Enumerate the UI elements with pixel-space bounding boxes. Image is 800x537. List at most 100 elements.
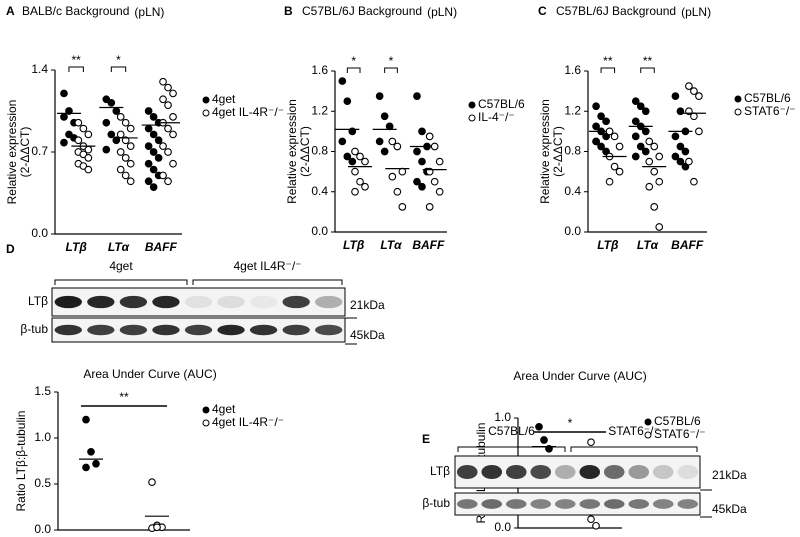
data-point — [121, 118, 130, 127]
data-point — [610, 162, 619, 171]
data-point — [631, 97, 640, 106]
y-tick-label: 1.6 — [564, 63, 581, 77]
x-tick-label: BAFF — [145, 240, 178, 254]
data-point — [398, 202, 407, 211]
group-bracket — [457, 446, 566, 452]
y-tick-label: 1.0 — [34, 430, 51, 444]
chart-subtitle: (pLN) — [427, 5, 457, 19]
legend-label: C57BL/6 — [744, 91, 791, 105]
chart-subtitle: (pLN) — [681, 5, 711, 19]
data-point — [74, 118, 83, 127]
significance-label: * — [568, 416, 573, 430]
blot-band — [87, 324, 115, 336]
blot-band — [677, 499, 699, 509]
data-point — [65, 107, 73, 115]
data-point — [695, 92, 703, 101]
x-tick-label: BAFF — [412, 238, 445, 252]
group-bracket — [54, 279, 188, 285]
group-label: 4get IL4R⁻/⁻ — [233, 259, 301, 273]
data-point — [348, 157, 357, 166]
data-point — [154, 136, 163, 145]
y-tick-label: 0.4 — [564, 184, 581, 198]
data-point — [126, 159, 135, 168]
y-tick-label: 1.5 — [34, 384, 51, 398]
y-tick-label: 0.8 — [564, 144, 581, 158]
data-point — [144, 107, 153, 115]
y-tick-label: 0.7 — [31, 144, 48, 158]
data-point — [107, 98, 116, 107]
group-bracket — [192, 279, 343, 285]
blot-band — [628, 464, 650, 480]
significance-bracket — [68, 66, 84, 72]
y-axis-label: Relative expression — [5, 100, 19, 205]
data-point — [144, 159, 153, 168]
data-point — [655, 177, 664, 186]
data-point — [375, 137, 384, 146]
data-point — [149, 130, 158, 139]
blot-band — [579, 464, 601, 480]
data-point — [375, 92, 384, 101]
data-point — [82, 463, 90, 472]
legend-marker — [644, 418, 652, 426]
data-point — [650, 142, 659, 151]
data-point — [84, 165, 93, 174]
x-tick-label: LTα — [380, 238, 402, 252]
data-point — [144, 177, 153, 186]
blot-band — [505, 464, 527, 480]
chart-title: BALB/c Background — [22, 4, 129, 18]
significance-label: ** — [71, 53, 81, 67]
size-label: 45kDa — [350, 328, 385, 342]
data-point — [121, 154, 130, 162]
data-point — [149, 148, 158, 156]
legend-marker — [734, 95, 742, 103]
blot-band — [54, 295, 82, 309]
data-point — [655, 152, 664, 161]
data-point — [425, 202, 434, 211]
legend-label: 4get IL-4R⁻/⁻ — [212, 415, 284, 429]
data-point — [435, 187, 444, 196]
legend-marker — [202, 96, 210, 104]
significance-label: * — [351, 54, 356, 68]
data-point — [351, 187, 359, 196]
blot-band — [217, 295, 245, 309]
data-point — [121, 171, 130, 180]
y-axis-label-2: (2-ΔΔCT) — [298, 126, 312, 177]
y-axis-label: Relative expression — [538, 99, 552, 204]
data-point — [587, 515, 595, 524]
blot-band — [481, 499, 503, 509]
legend-marker — [202, 109, 210, 117]
x-tick-label: LTα — [108, 240, 130, 254]
data-point — [602, 117, 610, 126]
panel-letter: C — [538, 4, 547, 18]
data-point — [631, 132, 640, 141]
data-point — [79, 124, 88, 133]
blot-band — [554, 499, 576, 509]
legend-marker — [644, 431, 652, 439]
data-point — [60, 138, 68, 147]
data-point — [351, 147, 359, 156]
x-tick-label: LTβ — [597, 238, 619, 252]
data-point — [116, 165, 125, 174]
data-point — [338, 77, 347, 85]
data-point — [592, 122, 600, 131]
legend-marker — [468, 114, 476, 122]
data-point — [159, 171, 167, 180]
data-point — [641, 127, 650, 136]
data-point — [641, 147, 650, 156]
data-point — [592, 137, 600, 146]
blot-band — [481, 464, 503, 480]
panel-letter: E — [422, 432, 430, 446]
data-point — [112, 136, 121, 145]
axes — [57, 392, 190, 531]
data-point — [650, 167, 659, 176]
data-point — [159, 95, 167, 104]
data-point — [592, 521, 600, 530]
blot-band — [579, 499, 601, 509]
blot-band — [456, 464, 478, 480]
data-point — [418, 157, 426, 166]
blot-band — [249, 295, 278, 309]
group-label: C57BL/6 — [488, 424, 535, 438]
y-tick-label: 0.0 — [564, 224, 581, 238]
y-tick-label: 0.4 — [311, 184, 328, 198]
legend-marker — [202, 419, 210, 427]
